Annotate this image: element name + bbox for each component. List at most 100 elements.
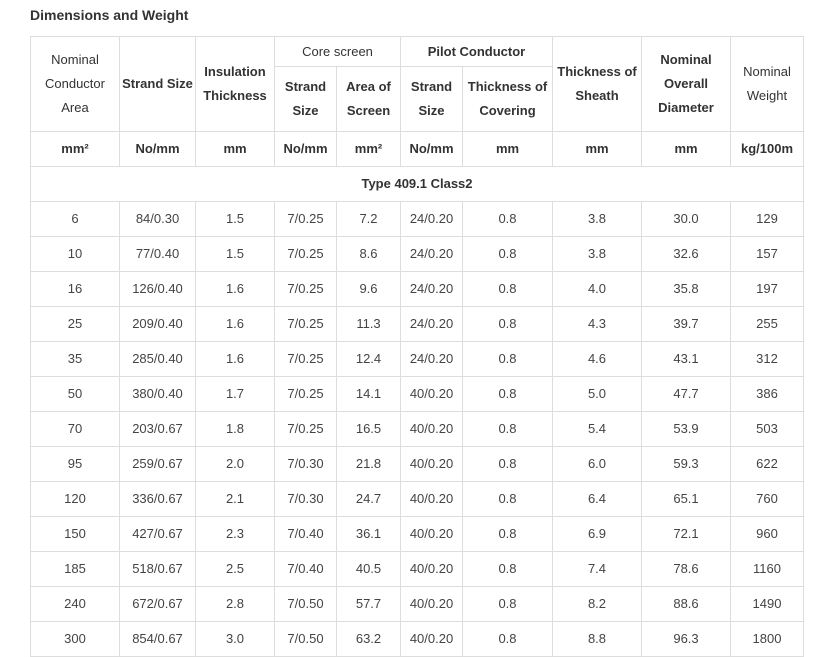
table-cell: 40/0.20 xyxy=(400,621,463,657)
table-cell: 312 xyxy=(730,341,804,377)
table-row: 6 84/0.30 1.5 7/0.25 7.2 24/0.20 0.8 3.8 30.0 129 xyxy=(30,201,804,237)
table-cell: 336/0.67 xyxy=(119,481,196,517)
table-cell: 518/0.67 xyxy=(119,551,196,587)
header-core-screen: Core screen xyxy=(274,36,401,67)
table-cell: 43.1 xyxy=(641,341,731,377)
table-cell: 255 xyxy=(730,306,804,342)
table-cell: 35.8 xyxy=(641,271,731,307)
header-row-2: Strand Size Area of Screen Strand Size T… xyxy=(31,66,804,132)
table-cell: 285/0.40 xyxy=(119,341,196,377)
table-cell: 35 xyxy=(30,341,120,377)
dimensions-weight-table: Nominal Conductor Area Strand Size Insul… xyxy=(30,36,804,657)
table-cell: 1.5 xyxy=(195,201,275,237)
table-cell: 503 xyxy=(730,411,804,447)
table-cell: 300 xyxy=(30,621,120,657)
header-pilot-thickness-of-covering: Thickness of Covering xyxy=(462,66,553,132)
table-cell: 3.0 xyxy=(195,621,275,657)
table-cell: 4.3 xyxy=(552,306,642,342)
table-cell: 96.3 xyxy=(641,621,731,657)
table-cell: 240 xyxy=(30,586,120,622)
table-cell: 0.8 xyxy=(462,306,553,342)
header-pilot-conductor: Pilot Conductor xyxy=(400,36,553,67)
table-body: Nominal Conductor Area Strand Size Insul… xyxy=(30,36,804,657)
table-cell: 7.4 xyxy=(552,551,642,587)
table-cell: 2.8 xyxy=(195,586,275,622)
table-cell: 672/0.67 xyxy=(119,586,196,622)
table-cell: 11.3 xyxy=(336,306,401,342)
table-cell: 40/0.20 xyxy=(400,411,463,447)
table-cell: 14.1 xyxy=(336,376,401,412)
table-cell: 7/0.25 xyxy=(274,306,337,342)
unit-cell: mm² xyxy=(336,131,401,167)
table-cell: 24/0.20 xyxy=(400,236,463,272)
header-nominal-conductor-area: Nominal Conductor Area xyxy=(30,36,120,132)
table-cell: 7.2 xyxy=(336,201,401,237)
table-cell: 1160 xyxy=(730,551,804,587)
table-cell: 7/0.30 xyxy=(274,446,337,482)
table-cell: 21.8 xyxy=(336,446,401,482)
table-cell: 150 xyxy=(30,516,120,552)
table-cell: 16.5 xyxy=(336,411,401,447)
table-cell: 40/0.20 xyxy=(400,481,463,517)
unit-cell: mm² xyxy=(30,131,120,167)
table-cell: 0.8 xyxy=(462,411,553,447)
table-cell: 7/0.25 xyxy=(274,341,337,377)
group-label: Type 409.1 Class2 xyxy=(30,166,804,202)
header-core-area-of-screen: Area of Screen xyxy=(336,66,401,132)
table-cell: 70 xyxy=(30,411,120,447)
table-cell: 24/0.20 xyxy=(400,306,463,342)
table-cell: 6.4 xyxy=(552,481,642,517)
unit-cell: mm xyxy=(641,131,731,167)
table-cell: 0.8 xyxy=(462,481,553,517)
table-cell: 24.7 xyxy=(336,481,401,517)
table-cell: 95 xyxy=(30,446,120,482)
unit-cell: No/mm xyxy=(274,131,337,167)
table-cell: 7/0.25 xyxy=(274,376,337,412)
table-cell: 4.6 xyxy=(552,341,642,377)
table-row: 120 336/0.67 2.1 7/0.30 24.7 40/0.20 0.8 6.4 65.… xyxy=(30,481,804,517)
header-nominal-weight: Nominal Weight xyxy=(730,36,804,132)
table-cell: 7/0.50 xyxy=(274,621,337,657)
table-row: 50 380/0.40 1.7 7/0.25 14.1 40/0.20 0.8 5.0 47.7… xyxy=(30,376,804,412)
table-cell: 0.8 xyxy=(462,271,553,307)
table-cell: 40/0.20 xyxy=(400,376,463,412)
table-cell: 1.7 xyxy=(195,376,275,412)
table-row: 10 77/0.40 1.5 7/0.25 8.6 24/0.20 0.8 3.8 32.6 15… xyxy=(30,236,804,272)
table-cell: 40/0.20 xyxy=(400,446,463,482)
header-nominal-overall-diameter: Nominal Overall Diameter xyxy=(641,36,731,132)
table-cell: 6.9 xyxy=(552,516,642,552)
table-cell: 7/0.30 xyxy=(274,481,337,517)
table-cell: 8.2 xyxy=(552,586,642,622)
table-cell: 7/0.40 xyxy=(274,551,337,587)
table-cell: 126/0.40 xyxy=(119,271,196,307)
table-cell: 6 xyxy=(30,201,120,237)
table-cell: 0.8 xyxy=(462,621,553,657)
unit-cell: mm xyxy=(552,131,642,167)
table-row: 240 672/0.67 2.8 7/0.50 57.7 40/0.20 0.8 8.2 88.… xyxy=(30,586,804,622)
table-cell: 0.8 xyxy=(462,516,553,552)
table-cell: 24/0.20 xyxy=(400,341,463,377)
table-row: 16 126/0.40 1.6 7/0.25 9.6 24/0.20 0.8 4.0 35.8 1… xyxy=(30,271,804,307)
table-cell: 120 xyxy=(30,481,120,517)
table-cell: 32.6 xyxy=(641,236,731,272)
units-row: mm² No/mm mm No/mm mm² No/mm mm mm mm kg… xyxy=(30,131,804,167)
table-cell: 63.2 xyxy=(336,621,401,657)
table-cell: 50 xyxy=(30,376,120,412)
table-cell: 65.1 xyxy=(641,481,731,517)
table-cell: 0.8 xyxy=(462,446,553,482)
table-cell: 12.4 xyxy=(336,341,401,377)
table-cell: 5.4 xyxy=(552,411,642,447)
table-cell: 386 xyxy=(730,376,804,412)
table-cell: 16 xyxy=(30,271,120,307)
header-pilot-strand-size: Strand Size xyxy=(400,66,463,132)
unit-cell: No/mm xyxy=(400,131,463,167)
table-cell: 7/0.25 xyxy=(274,271,337,307)
table-cell: 960 xyxy=(730,516,804,552)
table-cell: 24/0.20 xyxy=(400,201,463,237)
table-cell: 0.8 xyxy=(462,236,553,272)
table-cell: 1490 xyxy=(730,586,804,622)
table-cell: 7/0.50 xyxy=(274,586,337,622)
header-insulation-thickness: Insulation Thickness xyxy=(195,36,275,132)
table-cell: 40/0.20 xyxy=(400,586,463,622)
table-cell: 1.5 xyxy=(195,236,275,272)
